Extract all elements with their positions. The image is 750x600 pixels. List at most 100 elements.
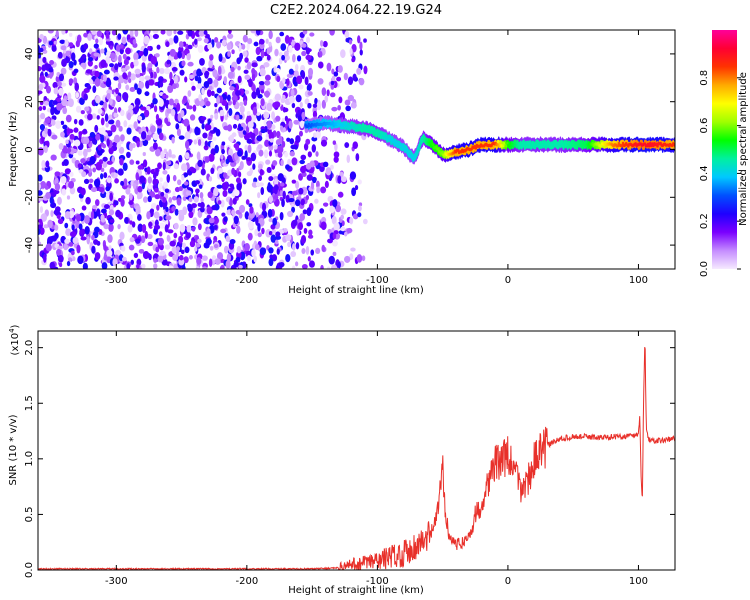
noise-cell: [147, 195, 152, 203]
noise-cell: [245, 199, 250, 205]
noise-cell: [210, 90, 215, 96]
noise-cell: [163, 68, 171, 75]
noise-cell: [155, 148, 161, 157]
noise-cell: [44, 127, 48, 135]
noise-cell: [50, 210, 54, 218]
noise-cell: [50, 119, 56, 126]
noise-cell: [344, 30, 350, 39]
noise-cell: [157, 162, 162, 170]
noise-cell: [187, 61, 194, 67]
noise-cell: [108, 98, 113, 106]
noise-cell: [65, 139, 69, 145]
noise-cell: [278, 261, 285, 268]
noise-cell: [256, 111, 261, 116]
noise-cell: [102, 143, 107, 149]
noise-cell: [329, 205, 336, 214]
noise-cell: [244, 74, 251, 81]
noise-cell: [49, 261, 56, 269]
noise-cell: [246, 170, 253, 177]
noise-cell: [260, 49, 265, 59]
noise-cell: [264, 74, 271, 81]
noise-cell: [251, 249, 256, 257]
noise-cell: [210, 114, 214, 119]
noise-cell: [221, 99, 228, 106]
noise-cell: [228, 30, 232, 34]
noise-cell: [105, 122, 109, 128]
noise-cell: [337, 104, 341, 111]
noise-cell: [297, 109, 301, 115]
noise-cell: [242, 34, 248, 43]
noise-cell: [320, 221, 327, 231]
noise-cell: [92, 205, 98, 210]
noise-cell: [288, 120, 293, 129]
noise-cell: [263, 118, 268, 127]
noise-cell: [58, 143, 64, 150]
noise-cell: [259, 38, 265, 45]
noise-cell: [140, 106, 147, 111]
noise-cell: [357, 179, 362, 185]
noise-cell: [44, 117, 51, 124]
noise-cell: [119, 157, 124, 166]
noise-cell: [311, 136, 318, 142]
noise-cell: [211, 255, 217, 261]
noise-cell: [197, 76, 202, 85]
noise-cell: [275, 36, 281, 44]
noise-cell: [249, 206, 254, 214]
noise-cell: [349, 171, 357, 180]
noise-cell: [101, 262, 108, 269]
noise-cell: [134, 30, 139, 37]
noise-cell: [47, 30, 54, 34]
noise-cell: [44, 71, 48, 77]
snr-multiplier: (x104): [8, 324, 21, 355]
noise-cell: [315, 151, 319, 157]
noise-cell: [167, 229, 174, 234]
noise-cell: [40, 112, 46, 120]
signal-cell: [547, 144, 551, 148]
noise-cell: [280, 43, 287, 51]
noise-cell: [198, 184, 203, 189]
noise-cell: [48, 40, 54, 46]
noise-cell: [166, 160, 172, 166]
noise-cell: [91, 30, 98, 35]
y-tick-label: -20: [24, 189, 35, 205]
noise-cell: [75, 40, 80, 48]
noise-cell: [206, 124, 212, 131]
noise-cell: [96, 30, 103, 37]
noise-cell: [206, 228, 211, 237]
noise-cell: [123, 120, 128, 128]
noise-cell: [331, 106, 338, 112]
noise-cell: [208, 59, 213, 69]
noise-cell: [301, 70, 306, 80]
noise-cell: [348, 39, 353, 45]
noise-cell: [94, 124, 99, 133]
noise-cell: [322, 40, 328, 48]
noise-cell: [257, 163, 263, 170]
noise-cell: [132, 39, 137, 45]
colorbar-tick-label: 0.6: [699, 118, 710, 134]
noise-cell: [276, 75, 281, 83]
noise-cell: [140, 130, 147, 140]
noise-cell: [238, 42, 242, 52]
noise-cell: [162, 170, 168, 175]
noise-cell: [258, 175, 263, 182]
noise-cell: [178, 258, 185, 266]
noise-cell: [227, 124, 233, 132]
noise-cell: [85, 196, 91, 205]
noise-cell: [176, 250, 180, 257]
noise-cell: [149, 191, 156, 198]
noise-cell: [291, 265, 296, 269]
noise-cell: [297, 222, 304, 231]
noise-cell: [266, 47, 271, 55]
noise-cell: [165, 206, 169, 213]
noise-cell: [53, 189, 60, 195]
noise-cell: [326, 62, 332, 72]
noise-cell: [38, 83, 44, 91]
noise-cell: [47, 128, 52, 137]
noise-cell: [106, 50, 112, 57]
noise-cell: [122, 72, 128, 80]
noise-cell: [94, 252, 101, 261]
noise-cell: [289, 138, 295, 145]
noise-cell: [152, 33, 160, 40]
snr-x-ticks: -300 -200 -100 0 100: [105, 331, 648, 587]
noise-cell: [319, 51, 323, 58]
